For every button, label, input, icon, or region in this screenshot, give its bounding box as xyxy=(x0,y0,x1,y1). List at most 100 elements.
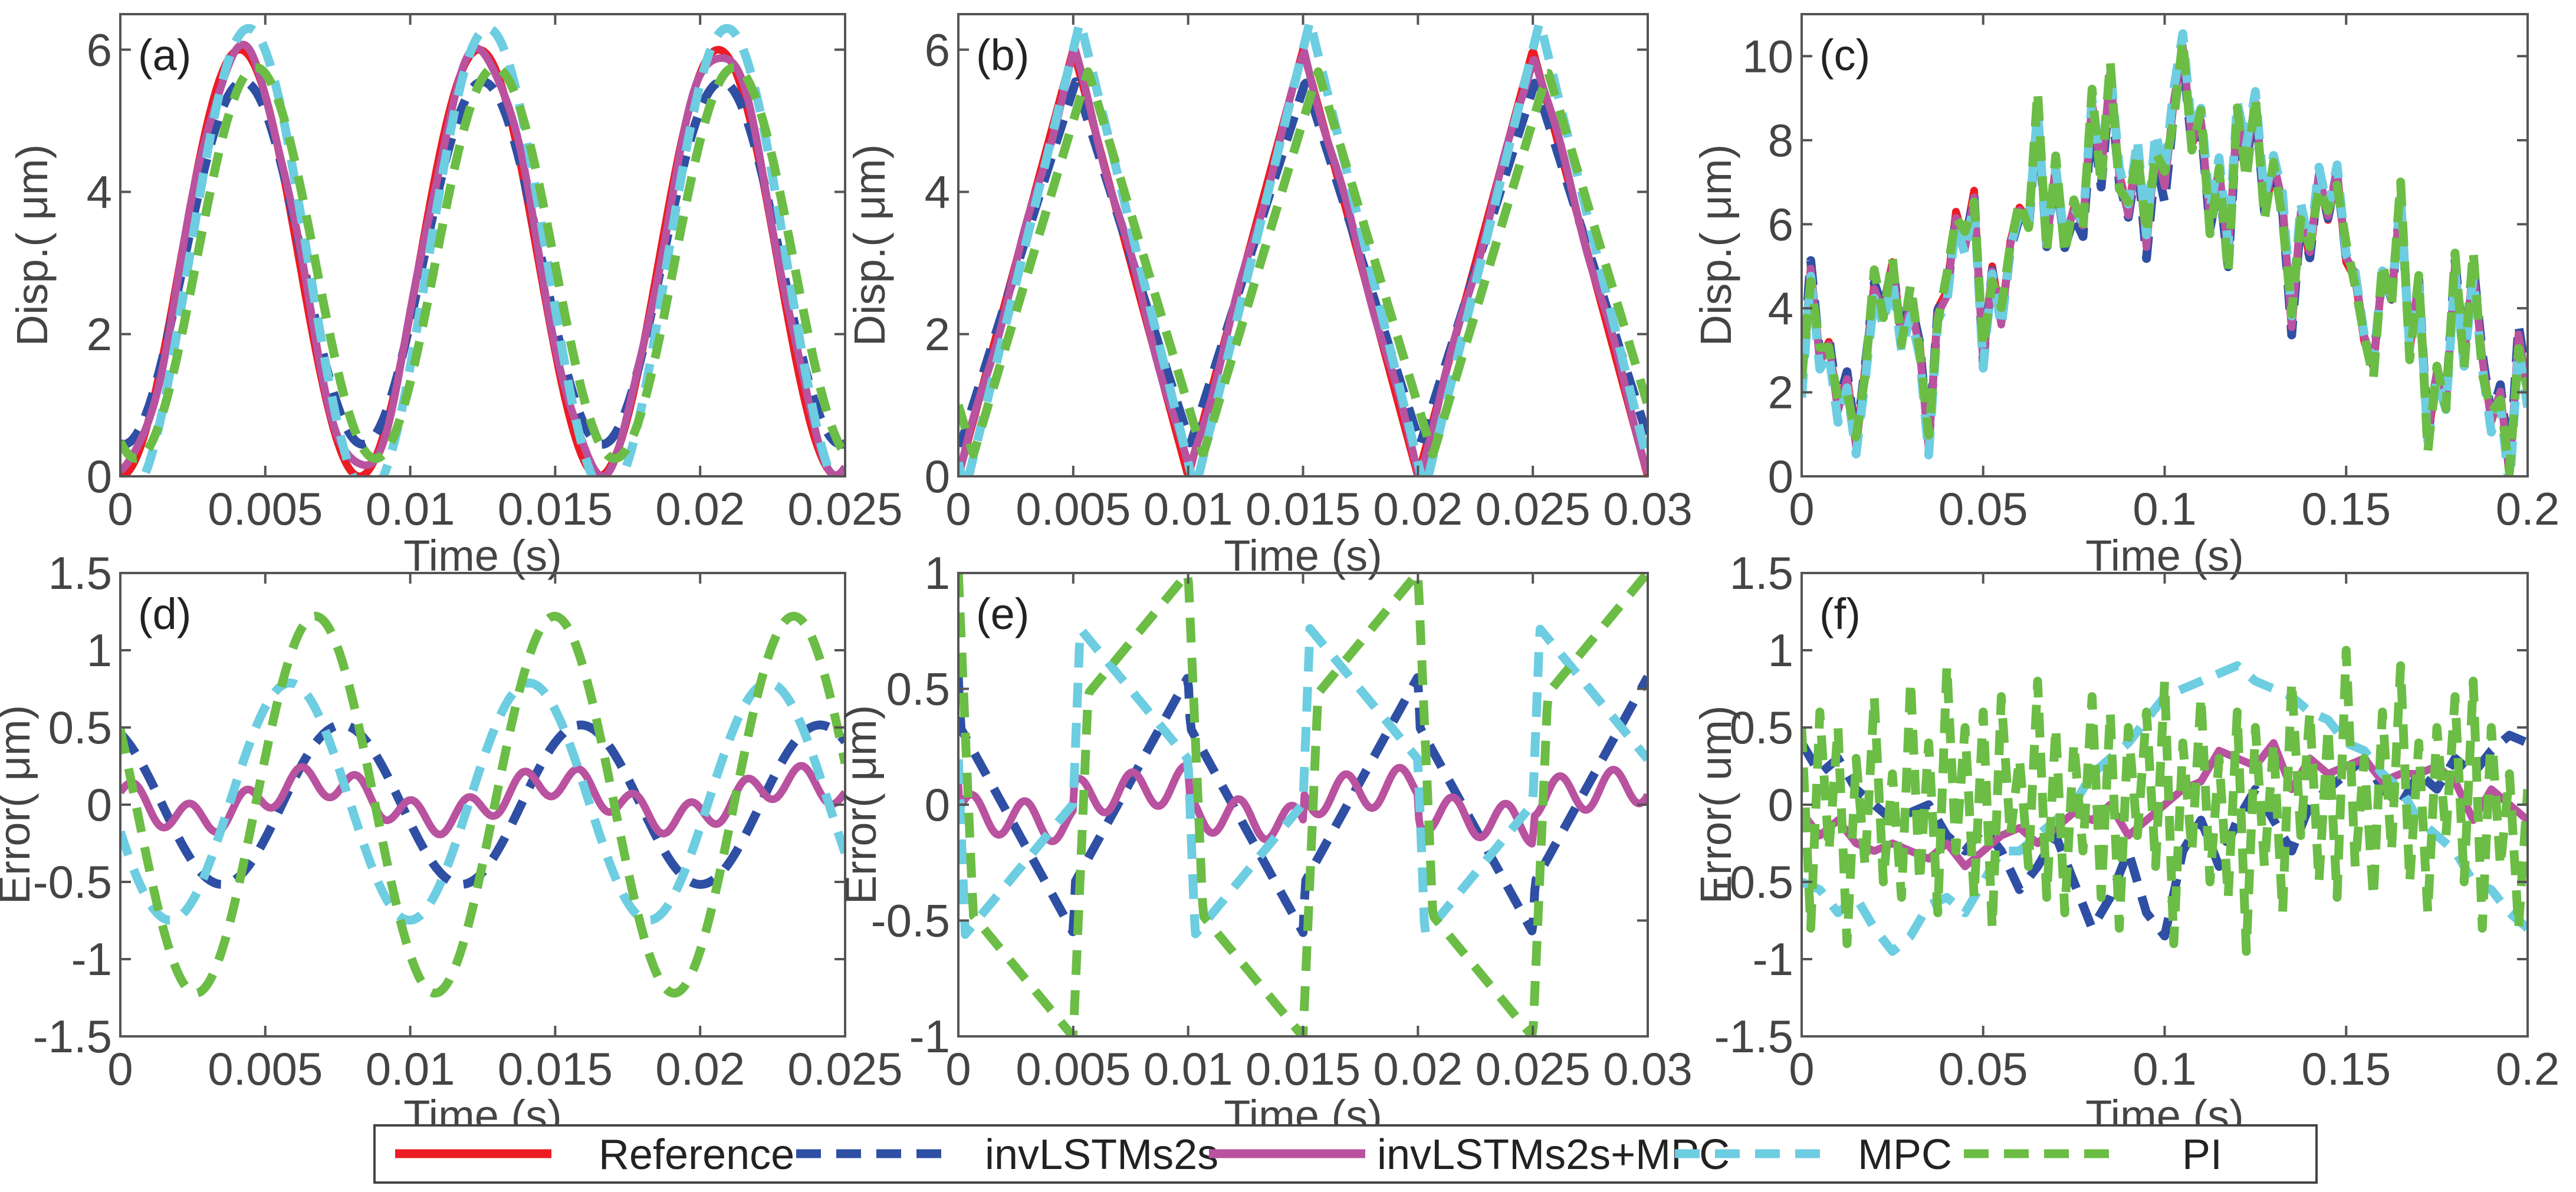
y-tick-label: 4 xyxy=(925,166,950,218)
x-tick-label: 0.2 xyxy=(2496,1043,2559,1095)
x-tick-label: 0 xyxy=(107,483,133,535)
legend-label: PI xyxy=(2182,1131,2222,1178)
legend-label: invLSTMs2s+MPC xyxy=(1377,1131,1730,1178)
x-tick-label: 0.01 xyxy=(1144,483,1233,535)
y-tick-label: -1 xyxy=(71,933,112,985)
x-tick-label: 0.05 xyxy=(1938,483,2028,535)
y-tick-label: -1.5 xyxy=(33,1010,112,1062)
y-tick-label: 0.5 xyxy=(1730,702,1793,753)
series-line-invlstms2s xyxy=(120,77,845,449)
legend-label: invLSTMs2s xyxy=(985,1131,1218,1178)
y-tick-label: -1 xyxy=(1753,933,1793,985)
series-line-pi xyxy=(120,611,845,998)
y-axis-label: Error( um) xyxy=(1691,705,1740,904)
x-tick-label: 0 xyxy=(107,1043,133,1095)
series-line-pi xyxy=(1802,35,2528,476)
y-tick-label: -0.5 xyxy=(33,856,112,908)
x-tick-label: 0 xyxy=(945,1043,971,1095)
x-tick-label: 0.005 xyxy=(1016,1043,1131,1095)
legend-item-invlstms2s: invLSTMs2s xyxy=(796,1131,1218,1178)
y-tick-label: 0.5 xyxy=(886,663,950,715)
legend-label: MPC xyxy=(1858,1131,1952,1178)
y-tick-label: -0.5 xyxy=(1714,856,1793,908)
y-tick-label: 0.5 xyxy=(48,702,112,753)
x-tick-label: 0.02 xyxy=(1373,483,1463,535)
series-line-reference xyxy=(120,45,845,476)
x-tick-label: 0.02 xyxy=(655,483,745,535)
panel-label: (f) xyxy=(1819,590,1861,638)
x-tick-label: 0.03 xyxy=(1603,1043,1693,1095)
x-tick-label: 0.02 xyxy=(655,1043,745,1095)
y-axis-label: Error( μm) xyxy=(0,705,39,905)
y-tick-label: 10 xyxy=(1742,30,1793,82)
axes-box xyxy=(119,13,846,478)
x-tick-label: 0.05 xyxy=(1938,1043,2028,1095)
y-tick-label: -1 xyxy=(909,1010,950,1062)
y-tick-label: -1.5 xyxy=(1714,1010,1793,1062)
y-tick-label: 0 xyxy=(1768,450,1793,502)
y-tick-label: 2 xyxy=(925,308,950,360)
series-line-pi xyxy=(1802,646,2528,956)
series-line-invlstms2s-mpc xyxy=(1802,42,2528,476)
y-axis-label: Disp.( μm) xyxy=(8,144,57,347)
plot-area xyxy=(120,24,845,476)
x-tick-label: 0.025 xyxy=(1476,483,1591,535)
x-tick-label: 0.2 xyxy=(2496,483,2559,535)
x-tick-label: 0 xyxy=(945,483,971,535)
plot-area xyxy=(1802,29,2528,476)
panel-label: (b) xyxy=(976,31,1029,80)
x-tick-label: 0.005 xyxy=(1016,483,1131,535)
y-tick-label: 1.5 xyxy=(48,547,112,599)
panel-label: (d) xyxy=(138,590,191,638)
legend-item-invlstms2s-mpc: invLSTMs2s+MPC xyxy=(1209,1131,1730,1178)
panel-label: (e) xyxy=(976,590,1029,638)
series-line-invlstms2s-mpc xyxy=(120,762,845,838)
plot-area xyxy=(120,611,845,998)
series-line-mpc xyxy=(958,17,1648,476)
y-tick-label: 1.5 xyxy=(1730,547,1793,599)
y-tick-label: 4 xyxy=(1768,282,1793,334)
x-tick-label: 0.015 xyxy=(1246,1043,1361,1095)
panel-label: (c) xyxy=(1819,31,1870,80)
series-line-pi xyxy=(120,63,845,463)
x-tick-label: 0.025 xyxy=(787,483,902,535)
y-tick-label: 2 xyxy=(87,308,112,360)
x-tick-label: 0.025 xyxy=(1476,1043,1591,1095)
y-tick-label: 6 xyxy=(925,24,950,75)
y-tick-label: 2 xyxy=(1768,366,1793,418)
x-tick-label: 0 xyxy=(1789,483,1814,535)
x-tick-label: 0.015 xyxy=(498,483,613,535)
series-line-invlstms2s-mpc xyxy=(120,41,845,476)
x-tick-label: 0.025 xyxy=(787,1043,902,1095)
y-axis-label: Disp.( μm) xyxy=(1691,144,1740,347)
legend-item-reference: Reference xyxy=(395,1131,794,1178)
series-line-reference xyxy=(1802,44,2528,476)
plot-area xyxy=(958,17,1648,476)
y-tick-label: 8 xyxy=(1768,114,1793,166)
plot-area xyxy=(1802,646,2528,956)
y-axis-label: Disp.( μm) xyxy=(845,144,894,347)
series-line-invlstms2s xyxy=(958,673,1648,937)
x-tick-label: 0.15 xyxy=(2301,483,2391,535)
series-line-mpc xyxy=(1802,29,2528,476)
x-tick-label: 0 xyxy=(1789,1043,1814,1095)
series-line-mpc xyxy=(139,24,836,476)
y-tick-label: 6 xyxy=(1768,198,1793,250)
legend: Reference invLSTMs2s invLSTMs2s+MPC MPC PI xyxy=(373,1124,2318,1184)
series-line-invlstms2s xyxy=(1802,730,2528,941)
x-tick-label: 0.01 xyxy=(366,483,455,535)
series-line-invlstms2s xyxy=(1802,49,2528,473)
x-tick-label: 0.1 xyxy=(2133,483,2196,535)
x-tick-label: 0.1 xyxy=(2133,1043,2196,1095)
x-tick-label: 0.015 xyxy=(498,1043,613,1095)
series-line-mpc xyxy=(958,624,1648,939)
panel-f: 0 0.05 0.1 0.15 0.2-1.5-1-0.500.511.5(f)Time… xyxy=(1691,547,2559,1140)
plot-area xyxy=(958,573,1648,1036)
y-tick-label: -0.5 xyxy=(871,895,950,947)
legend-item-pi: PI xyxy=(1964,1131,2222,1178)
x-tick-label: 0.02 xyxy=(1373,1043,1463,1095)
y-tick-label: 0 xyxy=(1768,779,1793,831)
